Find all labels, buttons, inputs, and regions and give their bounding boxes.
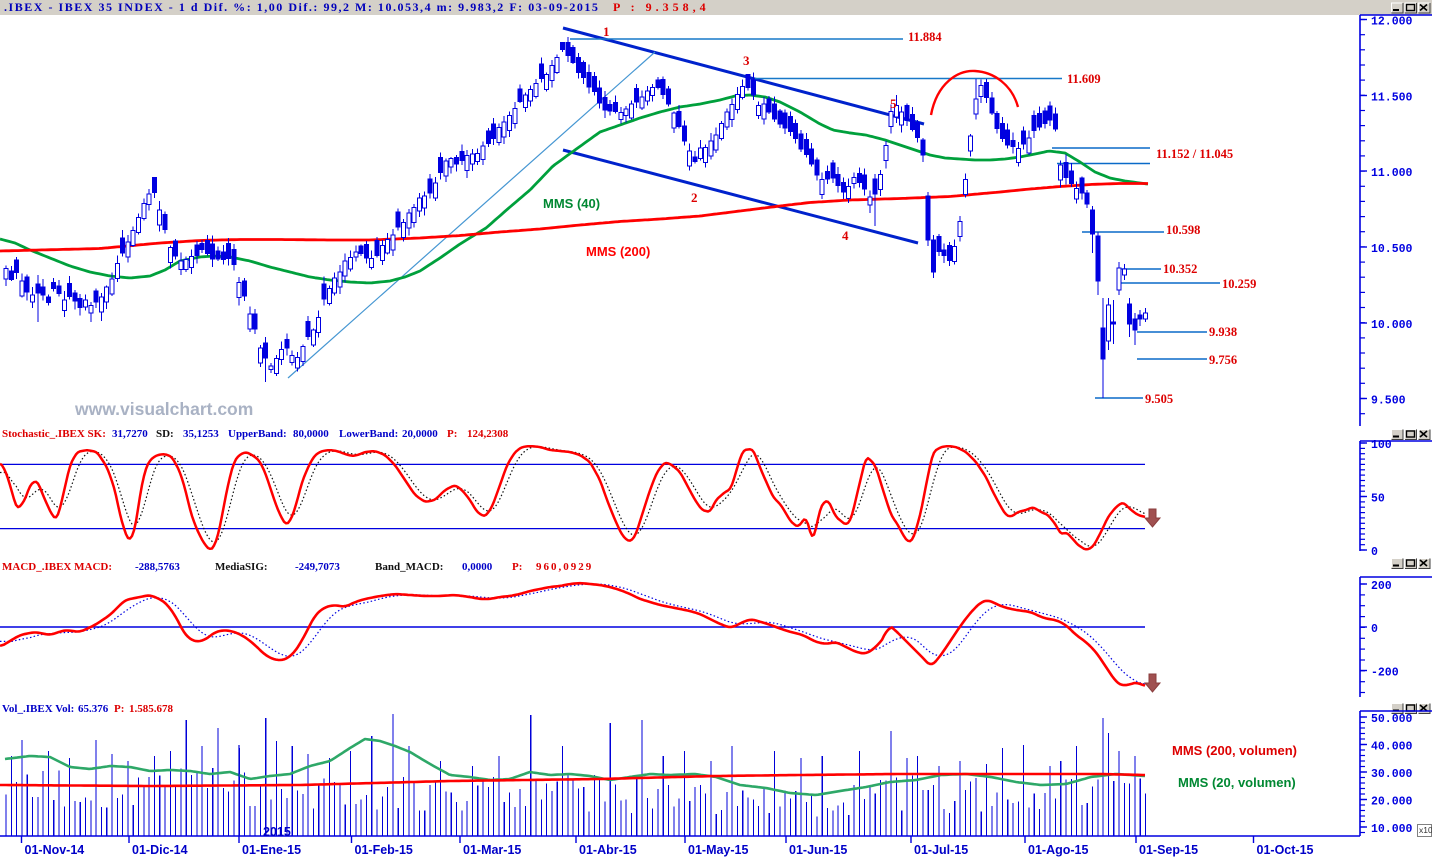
svg-text:-249,7073: -249,7073: [295, 561, 340, 573]
svg-text:Vol_.IBEX Vol:: Vol_.IBEX Vol:: [2, 703, 74, 715]
svg-text:P:: P:: [447, 428, 457, 440]
svg-text:MMS (40): MMS (40): [543, 196, 600, 211]
svg-text:P : 9.358,4: P : 9.358,4: [613, 0, 710, 14]
svg-text:10.000: 10.000: [1371, 823, 1413, 836]
svg-text:10.259: 10.259: [1222, 277, 1256, 291]
svg-text:0: 0: [1371, 546, 1378, 559]
svg-text:31,7270: 31,7270: [112, 428, 148, 440]
svg-text:MMS (200, volumen): MMS (200, volumen): [1172, 743, 1297, 758]
svg-text:www.visualchart.com: www.visualchart.com: [74, 399, 253, 419]
svg-text:10.352: 10.352: [1163, 262, 1197, 276]
svg-text:11.500: 11.500: [1371, 92, 1413, 105]
svg-text:11.000: 11.000: [1371, 167, 1413, 180]
svg-text:x10: x10: [1419, 825, 1432, 835]
svg-text:LowerBand:: LowerBand:: [339, 428, 398, 440]
svg-text:01-Ago-15: 01-Ago-15: [1028, 843, 1088, 857]
svg-text:.IBEX - IBEX 35 INDEX - 1 d D: .IBEX - IBEX 35 INDEX - 1 d Dif. %: 1,00…: [4, 0, 599, 14]
svg-text:-288,5763: -288,5763: [135, 561, 180, 573]
svg-text:50: 50: [1371, 493, 1385, 506]
svg-text:5: 5: [890, 96, 897, 111]
svg-text:80,0000: 80,0000: [293, 428, 329, 440]
svg-text:P:: P:: [512, 561, 522, 573]
svg-text:0,0000: 0,0000: [462, 561, 493, 573]
svg-text:2: 2: [691, 190, 698, 205]
svg-text:30.000: 30.000: [1371, 768, 1413, 781]
svg-text:MediaSIG:: MediaSIG:: [215, 561, 268, 573]
svg-text:01-Nov-14: 01-Nov-14: [25, 843, 85, 857]
svg-text:20,0000: 20,0000: [402, 428, 438, 440]
svg-text:9.500: 9.500: [1371, 395, 1406, 408]
svg-text:10.598: 10.598: [1166, 223, 1200, 237]
svg-text:Band_MACD:: Band_MACD:: [375, 561, 443, 573]
svg-text:01-Sep-15: 01-Sep-15: [1139, 843, 1198, 857]
svg-text:11.884: 11.884: [908, 30, 942, 44]
svg-text:UpperBand:: UpperBand:: [228, 428, 287, 440]
svg-text:01-Oct-15: 01-Oct-15: [1257, 843, 1314, 857]
svg-text:01-Jun-15: 01-Jun-15: [789, 843, 847, 857]
svg-text:1: 1: [603, 24, 610, 39]
svg-text:01-Feb-15: 01-Feb-15: [355, 843, 413, 857]
svg-text:SD:: SD:: [156, 428, 174, 440]
svg-text:12.000: 12.000: [1371, 16, 1413, 29]
svg-text:35,1253: 35,1253: [183, 428, 219, 440]
svg-text:124,2308: 124,2308: [467, 428, 509, 440]
svg-text:01-May-15: 01-May-15: [688, 843, 748, 857]
svg-text:3: 3: [743, 53, 750, 68]
svg-text:P:: P:: [114, 703, 124, 715]
svg-text:MACD_.IBEX MACD:: MACD_.IBEX MACD:: [2, 561, 112, 573]
svg-text:20.000: 20.000: [1371, 796, 1413, 809]
svg-text:65.376: 65.376: [78, 703, 109, 715]
svg-text:01-Ene-15: 01-Ene-15: [242, 843, 301, 857]
svg-text:960,0929: 960,0929: [536, 561, 593, 573]
svg-text:01-Jul-15: 01-Jul-15: [914, 843, 968, 857]
svg-text:MMS (20, volumen): MMS (20, volumen): [1178, 775, 1296, 790]
svg-text:100: 100: [1371, 439, 1392, 452]
svg-text:0: 0: [1371, 623, 1378, 636]
svg-text:01-Dic-14: 01-Dic-14: [132, 843, 188, 857]
svg-text:4: 4: [842, 228, 849, 243]
svg-text:10.000: 10.000: [1371, 319, 1413, 332]
svg-text:11.609: 11.609: [1067, 72, 1101, 86]
svg-text:01-Mar-15: 01-Mar-15: [463, 843, 521, 857]
svg-text:MMS (200): MMS (200): [586, 244, 650, 259]
svg-text:2015: 2015: [263, 825, 291, 839]
svg-text:9.756: 9.756: [1209, 353, 1237, 367]
svg-text:9.505: 9.505: [1145, 392, 1173, 406]
svg-text:-200: -200: [1371, 667, 1399, 680]
svg-text:200: 200: [1371, 580, 1392, 593]
svg-text:01-Abr-15: 01-Abr-15: [579, 843, 637, 857]
svg-text:50.000: 50.000: [1371, 713, 1413, 726]
svg-text:40.000: 40.000: [1371, 741, 1413, 754]
svg-text:1.585.678: 1.585.678: [129, 703, 174, 715]
svg-text:9.938: 9.938: [1209, 325, 1237, 339]
svg-text:10.500: 10.500: [1371, 243, 1413, 256]
svg-text:11.152 / 11.045: 11.152 / 11.045: [1156, 147, 1233, 161]
svg-text:Stochastic_.IBEX SK:: Stochastic_.IBEX SK:: [2, 428, 106, 440]
